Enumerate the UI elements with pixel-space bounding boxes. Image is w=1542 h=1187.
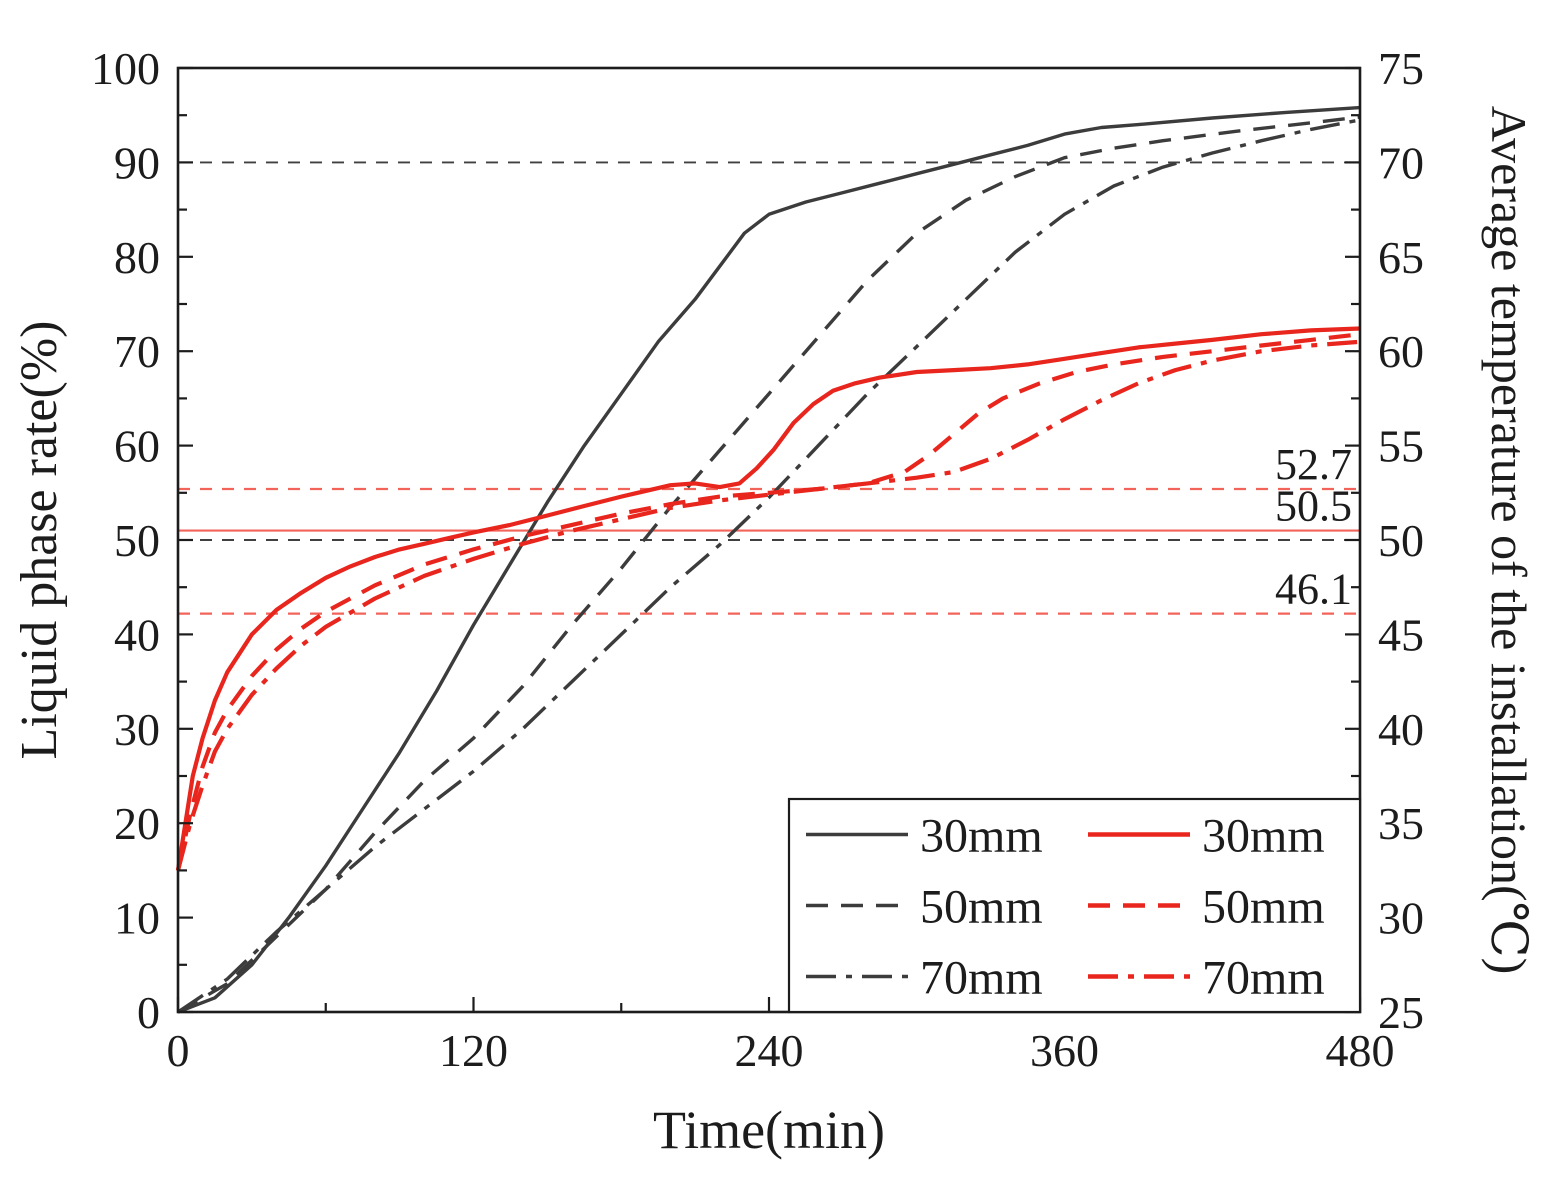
y-right-tick-label: 55: [1378, 421, 1424, 472]
y-left-tick-label: 20: [114, 798, 160, 849]
y-left-tick-label: 50: [114, 515, 160, 566]
legend-label-red-30mm: 30mm: [1202, 810, 1325, 863]
y-left-tick-label: 70: [114, 326, 160, 377]
series-red-30mm: [175, 326, 1361, 871]
series-red-70mm: [175, 339, 1361, 871]
y-right-tick-label: 25: [1378, 987, 1424, 1038]
y-right-tick-label: 40: [1378, 704, 1424, 755]
y-right-tick-label: 70: [1378, 137, 1424, 188]
legend-label-red-70mm: 70mm: [1202, 952, 1325, 1005]
y-left-tick-label: 100: [91, 43, 160, 94]
y-left-tick-label: 10: [114, 893, 160, 944]
legend: 30mm 30mm 50mm 50mm 70mm 70mm: [787, 797, 1362, 1014]
y-right-tick-label: 75: [1378, 43, 1424, 94]
y-right-tick-label: 45: [1378, 609, 1424, 660]
legend-label-black-50mm: 50mm: [920, 881, 1043, 934]
y-right-tick-label: 60: [1378, 326, 1424, 377]
x-tick-label: 0: [167, 1025, 190, 1076]
series-black-50mm: [177, 115, 1361, 1014]
y-right-tick-label: 30: [1378, 893, 1424, 944]
x-tick-label: 240: [735, 1025, 804, 1076]
series-lines: [175, 105, 1361, 1014]
legend-label-red-50mm: 50mm: [1202, 881, 1325, 934]
x-tick-label: 120: [439, 1025, 508, 1076]
y-left-tick-label: 90: [114, 137, 160, 188]
legend-label-black-30mm: 30mm: [920, 810, 1043, 863]
y-right-tick-label: 50: [1378, 515, 1424, 566]
legend-label-black-70mm: 70mm: [920, 952, 1043, 1005]
annotation-50.5: 50.5: [1275, 482, 1352, 531]
y-left-tick-label: 60: [114, 421, 160, 472]
series-black-30mm: [177, 105, 1361, 1014]
y-right-tick-label: 65: [1378, 232, 1424, 283]
y-left-tick-label: 40: [114, 609, 160, 660]
tick-labels: 0 120 240 360 480 0 10 20 30 40 50 60 70 80 90 100 25 30 3…: [91, 43, 1424, 1076]
y-left-tick-label: 0: [137, 987, 160, 1038]
y-left-axis-title: Liquid phase rate(%): [11, 321, 68, 760]
x-axis-title: Time(min): [653, 1100, 885, 1160]
y-left-tick-label: 30: [114, 704, 160, 755]
annotation-46.1: 46.1: [1275, 565, 1352, 614]
x-tick-label: 480: [1326, 1025, 1395, 1076]
series-black-70mm: [177, 118, 1361, 1014]
y-right-axis-title: Average temperature of the installation(…: [1481, 106, 1537, 975]
annotation-52.7: 52.7: [1275, 440, 1352, 489]
y-right-tick-label: 35: [1378, 798, 1424, 849]
series-red-50mm: [175, 332, 1361, 871]
reference-lines: [178, 161, 1360, 615]
y-left-tick-label: 80: [114, 232, 160, 283]
x-tick-label: 360: [1030, 1025, 1099, 1076]
reference-annotations: 52.750.5 46.1: [1275, 440, 1352, 614]
